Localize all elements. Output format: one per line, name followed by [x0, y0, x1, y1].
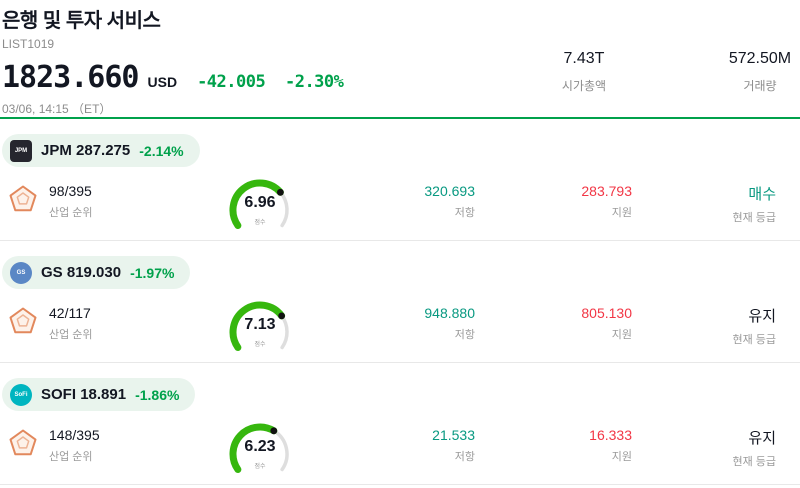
resistance-label: 저항	[454, 329, 475, 341]
resistance-col: 21.533 저항	[302, 427, 475, 464]
ticker-price: GS 819.030	[41, 264, 122, 281]
volume-stat: 572.50M 거래량	[708, 50, 800, 94]
datetime: 03/06, 14:15 （ET）	[2, 102, 112, 116]
stock-row-gs: GS GS 819.030 -1.97% 42/117 산업 순위 7.13 점…	[0, 241, 800, 363]
resistance-col: 320.693 저항	[302, 183, 475, 220]
support-value: 805.130	[581, 305, 632, 321]
logo-text: GS	[16, 269, 26, 276]
resistance-col: 948.880 저항	[302, 305, 475, 342]
support-label: 지원	[611, 451, 632, 463]
support-col: 805.130 지원	[475, 305, 632, 342]
header: 은행 및 투자 서비스 LIST1019 1823.660 USD -42.00…	[0, 0, 800, 119]
score-label: 점수	[254, 464, 266, 470]
pentagon-rank-icon	[8, 428, 38, 463]
ticker-pill-sofi[interactable]: SoFi SOFI 18.891 -1.86%	[2, 378, 196, 411]
score-gauge: 6.96 점수	[218, 175, 302, 241]
score-value: 7.13	[244, 316, 276, 333]
industry-rank-block: 148/395 산업 순위	[2, 427, 170, 464]
resistance-value: 320.693	[424, 183, 475, 199]
support-col: 283.793 지원	[475, 183, 632, 220]
gs-logo: GS	[10, 261, 32, 284]
score-gauge: 6.23 점수	[218, 419, 302, 485]
currency-label: USD	[147, 74, 178, 90]
rank-label: 산업 순위	[49, 451, 93, 463]
rating-label: 현재 등급	[732, 334, 776, 346]
main-price: 1823.660	[2, 60, 139, 95]
market-cap-stat: 7.43T 시가총액	[528, 50, 640, 94]
rating-col: 유지 현재 등급	[632, 427, 776, 469]
industry-rank-block: 42/117 산업 순위	[2, 305, 170, 342]
rank-value: 98/395	[49, 183, 92, 199]
support-label: 지원	[611, 329, 632, 341]
logo-text: JPM	[14, 147, 28, 154]
list-id: LIST1019	[2, 37, 55, 51]
score-gauge: 7.13 점수	[218, 297, 302, 363]
rank-value: 42/117	[49, 305, 91, 321]
jpm-logo: JPM	[10, 139, 32, 162]
market-cap-label: 시가총액	[561, 79, 607, 93]
ticker-price: JPM 287.275	[41, 142, 131, 159]
ticker-pill-jpm[interactable]: JPM JPM 287.275 -2.14%	[2, 134, 200, 167]
sofi-logo: SoFi	[10, 383, 32, 406]
resistance-label: 저항	[454, 451, 475, 463]
rating-col: 매수 현재 등급	[632, 183, 776, 225]
rating-label: 현재 등급	[732, 212, 776, 224]
volume-value: 572.50M	[728, 50, 792, 67]
resistance-value: 21.533	[432, 427, 475, 443]
rating-value: 유지	[748, 430, 776, 447]
score-value: 6.96	[244, 194, 276, 211]
support-value: 16.333	[589, 427, 632, 443]
support-value: 283.793	[581, 183, 632, 199]
row-content: 98/395 산업 순위 6.96 점수 320.693 저항 283.793 …	[2, 175, 800, 241]
rating-value: 유지	[748, 308, 776, 325]
price-row: 1823.660 USD -42.005 -2.30%	[2, 60, 800, 95]
pentagon-rank-icon	[8, 306, 38, 341]
rank-value: 148/395	[49, 427, 100, 443]
rating-col: 유지 현재 등급	[632, 305, 776, 347]
market-cap-value: 7.43T	[563, 50, 605, 67]
ticker-price: SOFI 18.891	[41, 386, 127, 403]
stock-row-jpm: JPM JPM 287.275 -2.14% 98/395 산업 순위 6.96…	[0, 119, 800, 241]
change-percent: -2.30%	[284, 72, 344, 92]
rating-value: 매수	[748, 186, 776, 203]
score-label: 점수	[254, 220, 266, 226]
page-title: 은행 및 투자 서비스	[2, 10, 161, 32]
score-value: 6.23	[244, 438, 276, 455]
resistance-value: 948.880	[424, 305, 475, 321]
row-content: 42/117 산업 순위 7.13 점수 948.880 저항 805.130 …	[2, 297, 800, 363]
score-label: 점수	[254, 342, 266, 348]
rating-label: 현재 등급	[732, 456, 776, 468]
row-change-percent: -2.14%	[139, 142, 184, 159]
price-change: -42.005 -2.30%	[197, 72, 344, 92]
volume-label: 거래량	[743, 79, 777, 93]
rank-label: 산업 순위	[49, 207, 93, 219]
logo-text: SoFi	[14, 391, 28, 398]
row-change-percent: -1.86%	[135, 386, 180, 403]
row-change-percent: -1.97%	[130, 264, 175, 281]
resistance-label: 저항	[454, 207, 475, 219]
support-col: 16.333 지원	[475, 427, 632, 464]
change-absolute: -42.005	[197, 72, 266, 92]
ticker-pill-gs[interactable]: GS GS 819.030 -1.97%	[2, 256, 191, 289]
row-content: 148/395 산업 순위 6.23 점수 21.533 저항 16.333 지…	[2, 419, 800, 485]
stock-row-sofi: SoFi SOFI 18.891 -1.86% 148/395 산업 순위 6.…	[0, 363, 800, 485]
industry-rank-block: 98/395 산업 순위	[2, 183, 170, 220]
support-label: 지원	[611, 207, 632, 219]
pentagon-rank-icon	[8, 184, 38, 219]
rank-label: 산업 순위	[49, 329, 93, 341]
